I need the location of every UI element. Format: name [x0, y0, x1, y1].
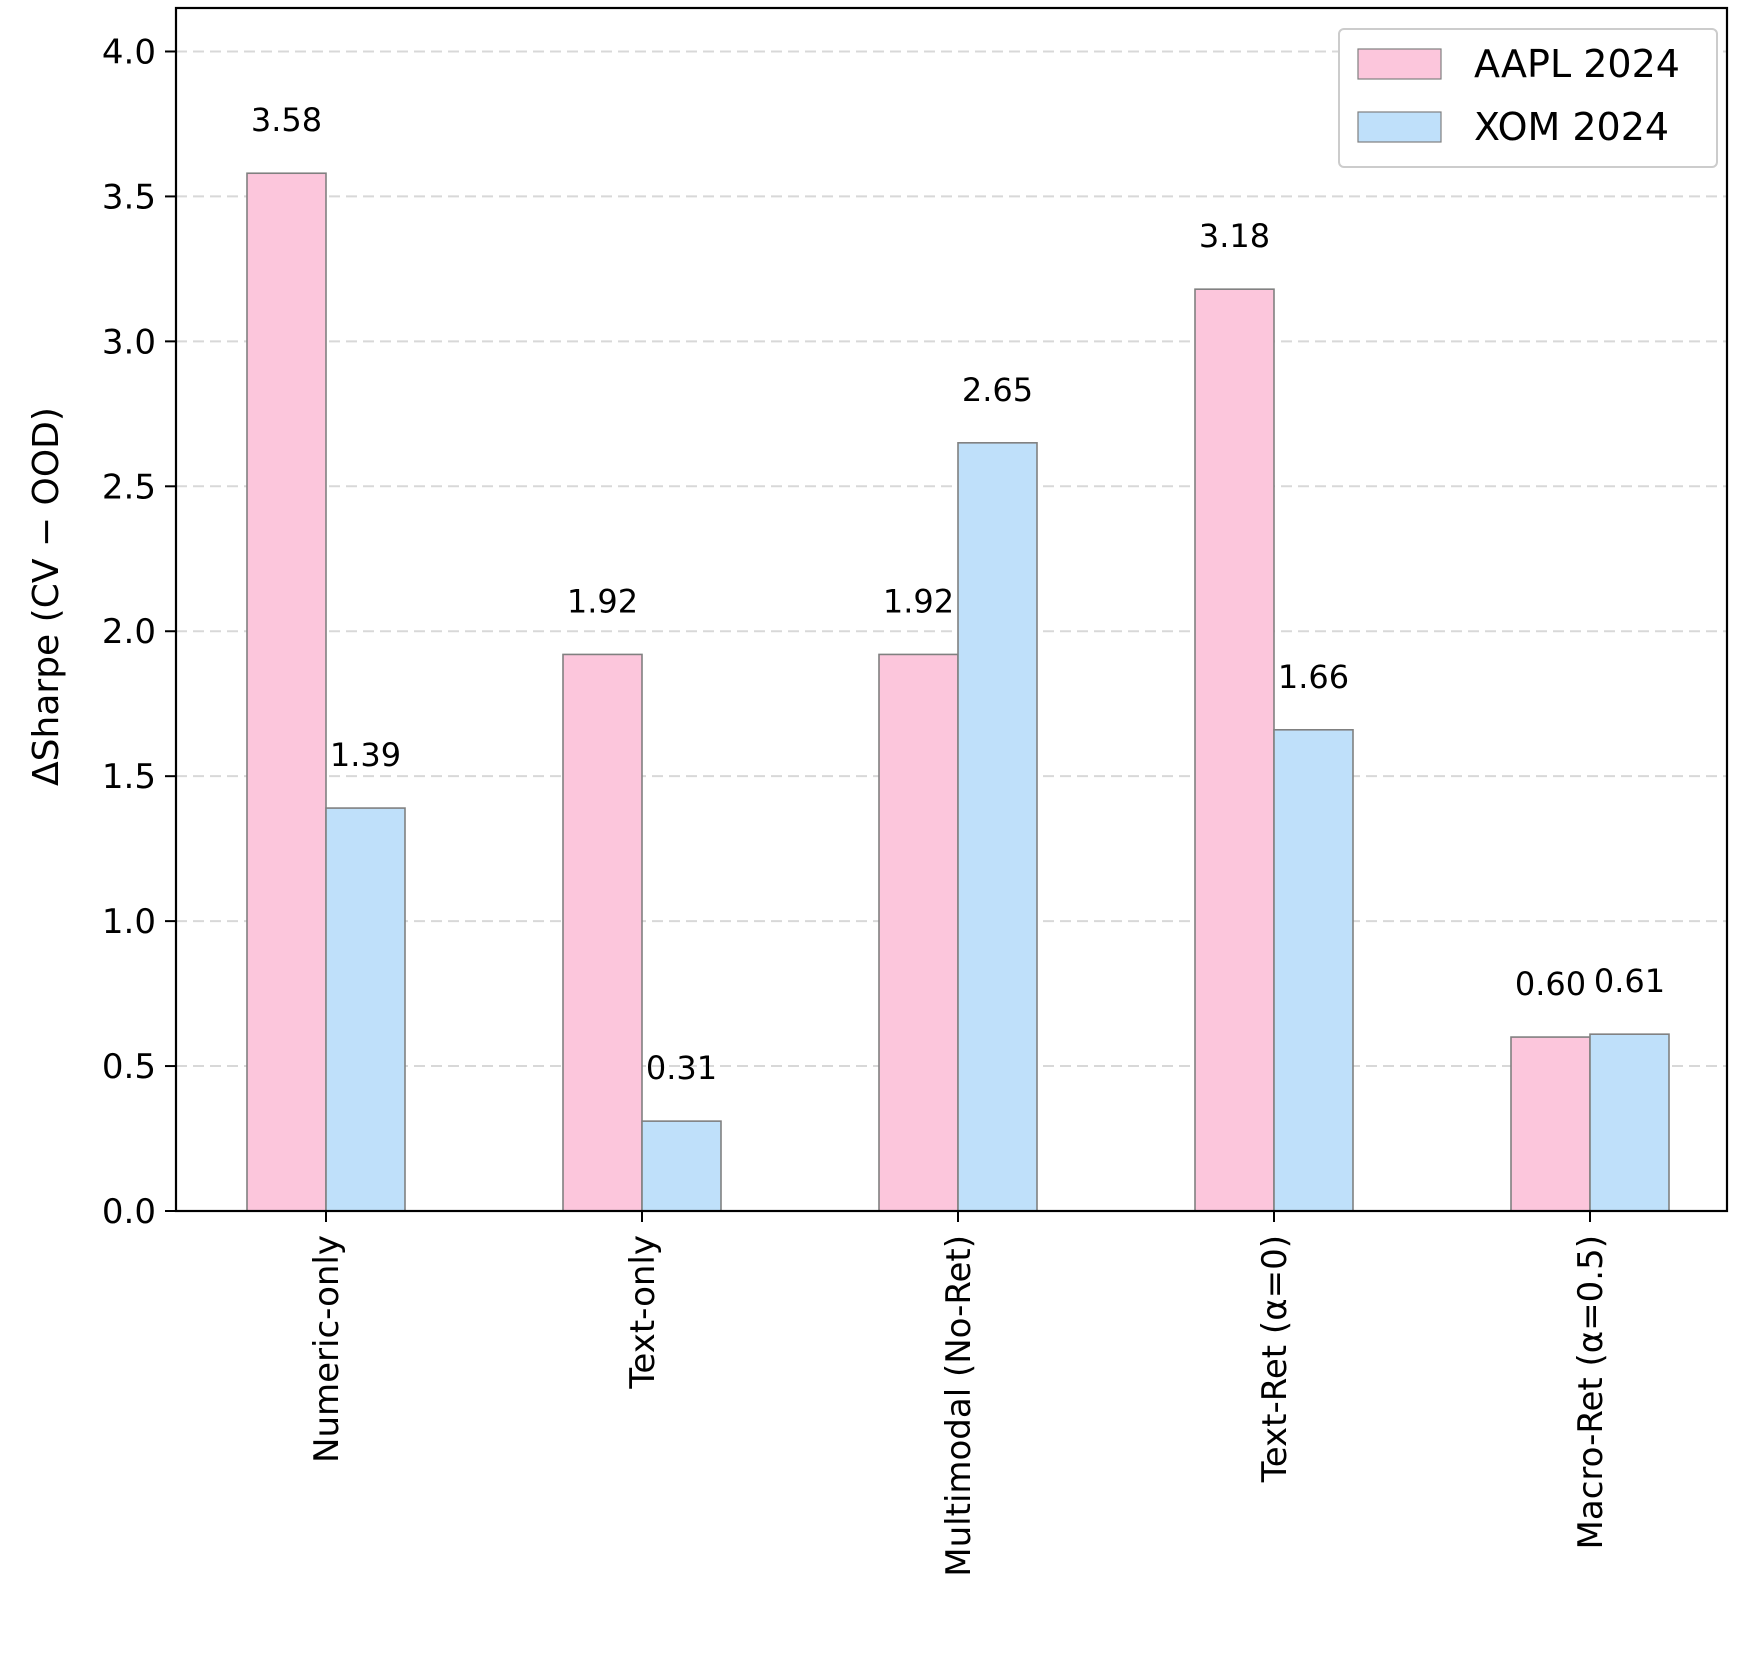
data-labels: 3.58 1.39 1.92 0.31 1.92 2.65 3.18 1.66 0.60 0.61	[251, 101, 1665, 1087]
bar-value-label: 3.18	[1199, 217, 1270, 255]
bar-value-label: 1.92	[567, 582, 638, 620]
plot-frame	[174, 6, 1729, 1213]
y-axis-title: ΔSharpe (CV − OOD)	[26, 407, 67, 786]
bar-value-label: 0.31	[646, 1049, 717, 1087]
legend: AAPL 2024 XOM 2024	[1338, 28, 1718, 168]
bar	[1589, 1033, 1670, 1212]
bar	[1273, 728, 1354, 1212]
y-tick-label: 3.0	[102, 322, 156, 362]
y-tick-label: 2.0	[102, 612, 156, 652]
bar-value-label: 0.61	[1594, 962, 1665, 1000]
y-tick-label: 3.5	[102, 177, 156, 217]
x-tick-label: Text-only	[623, 1235, 663, 1390]
bar-value-label: 3.58	[251, 101, 322, 139]
y-tick-label: 0.5	[102, 1047, 156, 1087]
legend-label-aapl: AAPL 2024	[1474, 42, 1680, 86]
bar	[562, 653, 643, 1212]
bar	[957, 442, 1038, 1212]
bar	[246, 172, 327, 1212]
y-tick-label: 1.5	[102, 757, 156, 797]
legend-swatch-aapl	[1357, 48, 1442, 80]
legend-swatch-xom	[1357, 111, 1442, 143]
bar-value-label: 1.92	[883, 582, 954, 620]
x-tick-label: Macro-Ret (α=0.5)	[1571, 1235, 1611, 1549]
bar-value-label: 2.65	[962, 371, 1033, 409]
bar	[878, 653, 959, 1212]
bar-value-label: 0.60	[1515, 965, 1586, 1003]
bar	[325, 807, 406, 1212]
bar	[1194, 288, 1275, 1212]
y-tick-label: 2.5	[102, 467, 156, 507]
y-tick-label: 4.0	[102, 32, 156, 72]
x-tick-label: Numeric-only	[307, 1235, 347, 1463]
bar	[641, 1120, 722, 1212]
y-axis-ticks: 0.0 0.5 1.0 1.5 2.0 2.5 3.0 3.5 4.0	[102, 32, 176, 1232]
x-tick-label: Multimodal (No-Ret)	[939, 1235, 979, 1577]
bar-value-label: 1.66	[1278, 658, 1349, 696]
bar	[1510, 1036, 1591, 1212]
y-tick-label: 1.0	[102, 902, 156, 942]
legend-label-xom: XOM 2024	[1474, 105, 1669, 149]
bar-value-label: 1.39	[330, 736, 401, 774]
y-tick-label: 0.0	[102, 1192, 156, 1232]
bars	[246, 172, 1670, 1212]
x-tick-label: Text-Ret (α=0)	[1255, 1235, 1295, 1483]
x-axis-ticks: Numeric-only Text-only Multimodal (No-Ret)…	[307, 1211, 1611, 1577]
